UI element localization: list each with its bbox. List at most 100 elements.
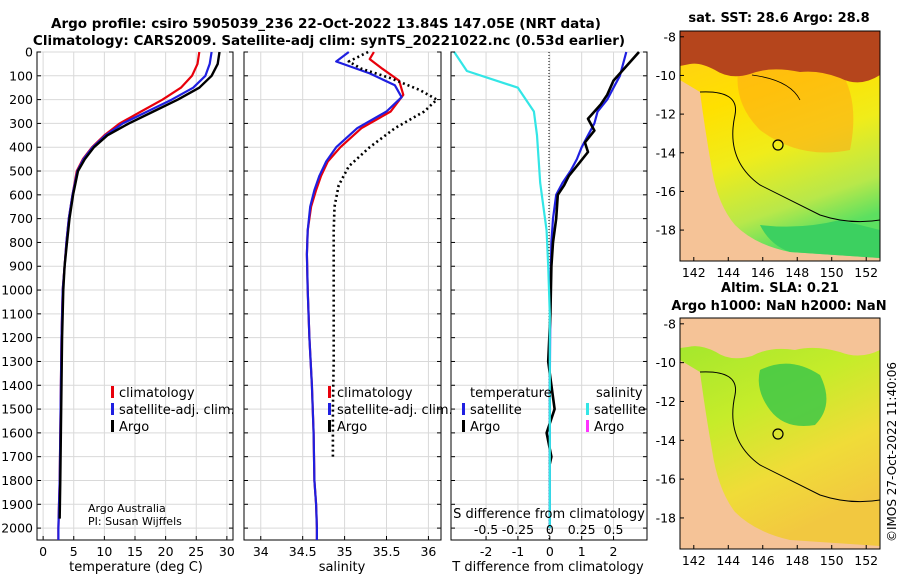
x-tick-label: 25: [188, 544, 204, 559]
map-x-tick-label: 152: [854, 265, 878, 280]
figure-title: Argo profile: csiro 5905039_236 22-Oct-2…: [33, 16, 625, 49]
legend-argo-label: Argo: [337, 420, 367, 435]
legend-salinity-header: salinity: [596, 386, 643, 401]
difference-panel: -2 -1 0 1 2 T difference from climatology S …: [450, 51, 648, 575]
title-line-1: Argo profile: csiro 5905039_236 22-Oct-2…: [51, 16, 601, 32]
y-tick-label: 1900: [1, 497, 33, 512]
legend-argo-swatch: [111, 420, 114, 432]
map-y-tick-label: -12: [656, 394, 676, 409]
y-tick-label: 1700: [1, 449, 33, 464]
map-x-tick-label: 142: [682, 265, 706, 280]
x-tick-label: 30: [219, 544, 235, 559]
y-tick-label: 200: [9, 92, 33, 107]
sla-bathy-contour: [699, 371, 880, 503]
y-tick-label: 1500: [1, 402, 33, 417]
x-tick-label: 35: [337, 544, 353, 559]
legend-satellite-swatch: [328, 403, 331, 415]
sla-high-patch: [758, 363, 827, 426]
s-diff-tick-label: 0.25: [568, 522, 596, 537]
map-y-tick-label: -8: [664, 316, 677, 331]
sla-map-frame: [679, 317, 881, 550]
x-tick-label: -1: [512, 544, 524, 559]
sst-cold-shelf: [760, 220, 880, 258]
t-difference-xlabel: T difference from climatology: [451, 560, 644, 575]
x-tick-label: 0: [39, 544, 47, 559]
legend-satellite-label: satellite-adj. clim.: [337, 403, 453, 418]
sst-map-title: sat. SST: 28.6 Argo: 28.8: [688, 11, 869, 26]
sst-bathy-contour: [699, 91, 880, 223]
y-tick-label: 500: [9, 164, 33, 179]
map-y-tick-label: -18: [656, 510, 676, 525]
map-x-tick-label: 150: [820, 553, 844, 568]
series-line-s-satellite: [453, 51, 551, 529]
map-y-tick-label: -14: [656, 145, 676, 160]
sst-land-png: [680, 31, 880, 83]
difference-legend: temperature salinity satellite Argo sate…: [462, 386, 646, 435]
s-diff-tick-label: -0.5: [474, 522, 498, 537]
y-tick-label: 400: [9, 140, 33, 155]
annotation-institution: Argo Australia: [88, 502, 166, 515]
y-tick-label: 800: [9, 235, 33, 250]
sst-warm-patch: [737, 56, 854, 153]
temperature-panel: 0100200300400500600700800900100011001200…: [1, 45, 235, 576]
legend-climatology-swatch: [328, 386, 331, 398]
y-tick-label: 1800: [1, 473, 33, 488]
map-y-tick-label: -14: [656, 433, 676, 448]
legend-t-satellite-swatch: [462, 403, 465, 415]
series-line-argo: [331, 50, 439, 457]
y-tick-label: 0: [25, 45, 33, 60]
map-y-tick-label: -10: [656, 355, 676, 370]
temperature-legend: climatology satellite-adj. clim. Argo: [111, 386, 235, 435]
y-tick-label: 900: [9, 259, 33, 274]
legend-temperature-header: temperature: [470, 386, 552, 401]
sla-map-title-2: Argo h1000: NaN h2000: NaN: [671, 299, 886, 314]
x-tick-label: 36: [420, 544, 436, 559]
map-x-tick-label: 152: [854, 553, 878, 568]
x-tick-label: 2: [610, 544, 618, 559]
x-tick-label: 15: [127, 544, 143, 559]
legend-climatology-label: climatology: [337, 386, 413, 401]
map-x-tick-label: 144: [716, 553, 740, 568]
title-line-2: Climatology: CARS2009. Satellite-adj cli…: [33, 33, 625, 49]
salinity-xlabel: salinity: [319, 560, 366, 575]
legend-t-satellite-label: satellite: [470, 403, 522, 418]
map-y-tick-label: -16: [656, 472, 676, 487]
temperature-xlabel: temperature (deg C): [69, 560, 203, 575]
map-y-tick-label: -18: [656, 223, 676, 238]
map-x-tick-label: 148: [785, 553, 809, 568]
x-tick-label: 1: [578, 544, 586, 559]
sla-argo-marker: [772, 428, 784, 440]
map-x-tick-label: 150: [820, 265, 844, 280]
s-diff-tick-label: -0.25: [502, 522, 534, 537]
series-line-t-argo: [545, 51, 640, 465]
map-y-tick-label: -8: [664, 29, 677, 44]
legend-s-argo-label: Argo: [594, 420, 624, 435]
map-y-tick-label: -10: [656, 68, 676, 83]
legend-climatology-label: climatology: [119, 386, 195, 401]
legend-s-satellite-swatch: [586, 403, 589, 415]
sst-land-australia: [680, 80, 880, 261]
legend-climatology-swatch: [111, 386, 114, 398]
copyright-stamp: ©IMOS 27-Oct-2022 11:40:06: [885, 362, 899, 542]
y-tick-label: 1100: [1, 306, 33, 321]
map-x-tick-label: 142: [682, 553, 706, 568]
map-x-tick-label: 144: [716, 265, 740, 280]
map-x-tick-label: 146: [751, 265, 775, 280]
x-tick-label: 10: [96, 544, 112, 559]
legend-s-argo-swatch: [586, 420, 589, 432]
sla-land-png: [680, 318, 880, 359]
sla-land-australia: [680, 360, 880, 549]
s-diff-tick-label: 0: [546, 522, 554, 537]
legend-t-argo-swatch: [462, 420, 465, 432]
legend-s-satellite-label: satellite: [594, 403, 646, 418]
x-tick-label: -2: [480, 544, 492, 559]
s-difference-xlabel: S difference from climatology: [453, 507, 645, 522]
sst-argo-marker: [772, 139, 784, 151]
y-tick-label: 300: [9, 116, 33, 131]
sla-map-title-1: Altim. SLA: 0.21: [721, 281, 839, 296]
x-tick-label: 5: [70, 544, 78, 559]
map-x-tick-label: 148: [785, 265, 809, 280]
map-y-tick-label: -12: [656, 107, 676, 122]
s-diff-tick-label: 0.5: [604, 522, 624, 537]
y-tick-label: 1300: [1, 354, 33, 369]
